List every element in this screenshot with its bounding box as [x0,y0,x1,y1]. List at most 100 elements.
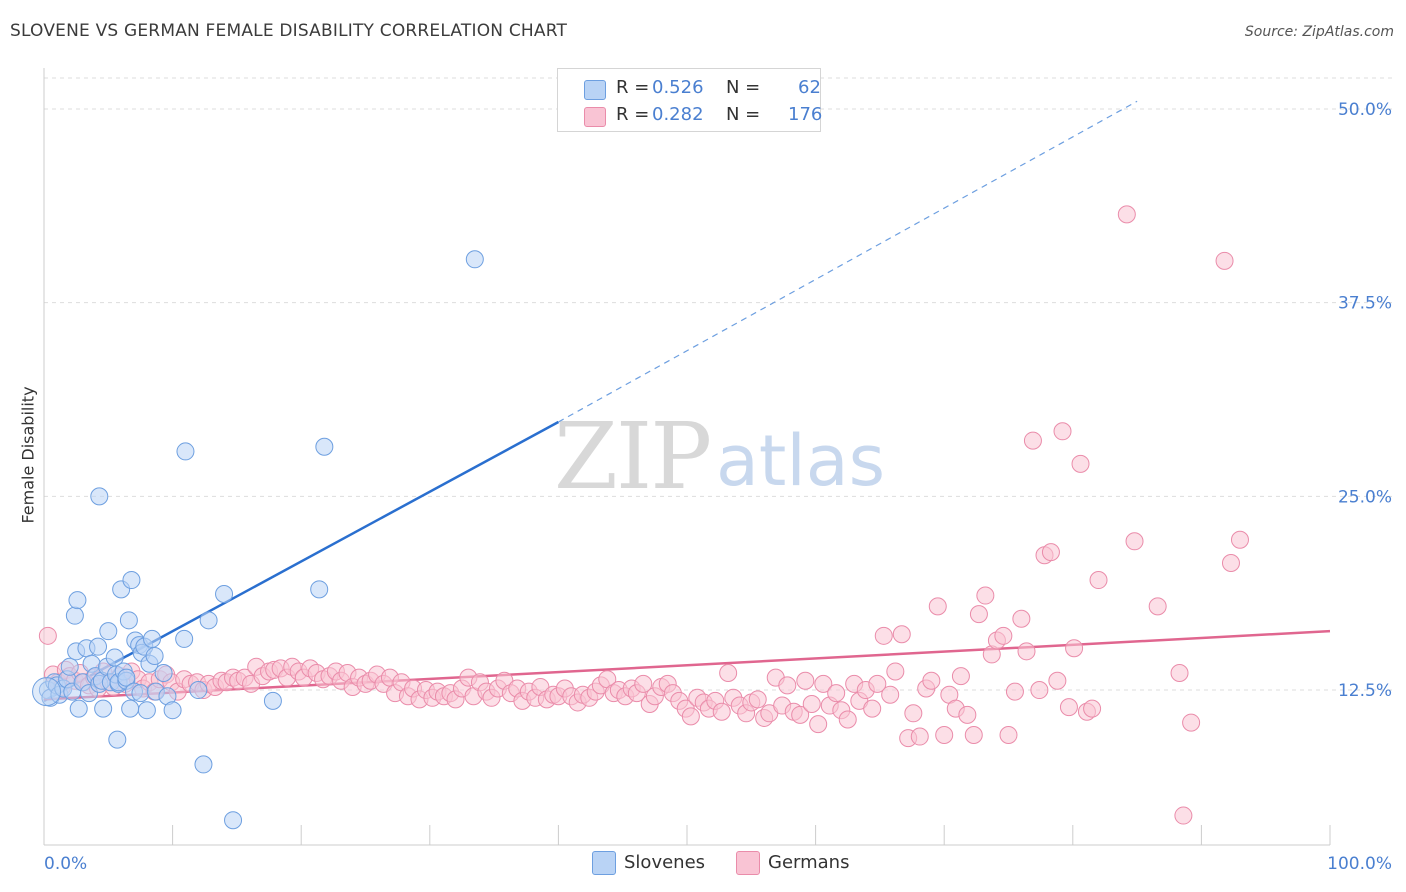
point-germans [922,671,941,690]
point-germans [681,707,700,726]
point-germans [994,626,1013,645]
y-tick-label: 25.0% [1338,487,1392,507]
source-credit: Source: ZipAtlas.com [1244,24,1394,40]
point-slovenes [121,699,140,718]
point-germans [1089,571,1108,590]
point-slovenes [194,755,213,774]
point-slovenes [224,811,243,830]
trend-line-slovenes [43,420,559,702]
point-germans [1182,713,1201,732]
point-germans [1170,664,1189,683]
point-slovenes [143,629,162,648]
point-germans [748,690,767,709]
trend-lines [43,100,1331,702]
legend-swatch-slovenes [584,80,606,100]
point-germans [809,715,828,734]
gridlines [44,77,1392,691]
bottom-legend-swatch-slovenes [592,851,616,875]
point-germans [874,626,893,645]
point-germans [1071,454,1090,473]
point-slovenes [68,591,87,610]
point-germans [1215,251,1234,270]
point-germans [1125,532,1144,551]
point-germans [38,626,57,645]
legend-swatch-germans [584,107,606,127]
point-germans [1005,682,1024,701]
point-germans [886,662,905,681]
point-germans [976,586,995,605]
point-slovenes [154,664,173,683]
point-germans [719,664,738,683]
point-germans [1059,698,1078,717]
point-germans [1041,543,1060,562]
legend-n-label: N = [726,77,761,98]
point-germans [999,725,1018,744]
point-germans [1083,699,1102,718]
legend-n-value: 176 [788,104,823,125]
point-germans [868,674,887,693]
point-germans [935,725,954,744]
point-germans [881,685,900,704]
point-slovenes [145,646,164,665]
point-slovenes [137,701,156,720]
point-germans [802,694,821,713]
point-slovenes [119,611,138,630]
point-slovenes [65,606,84,625]
point-germans [904,704,923,723]
point-slovenes [465,250,484,269]
bottom-legend-label: Germans [768,852,850,873]
stats-legend: R = 0.526 N = 62 R = 0.282 N = 176 [557,68,823,132]
point-slovenes [163,701,182,720]
point-germans [1148,597,1167,616]
bottom-legend-swatch-germans [736,851,760,875]
tick-labels: 12.5% 25.0% 37.5% 50.0% 0.0% 100.0% [44,100,1392,874]
point-slovenes [108,730,127,749]
x-tick-label: 100.0% [1327,854,1392,874]
point-germans [838,710,857,729]
watermark-atlas: atlas [716,420,886,502]
point-germans [1230,530,1249,549]
x-tick-label: 0.0% [44,854,87,874]
point-germans [892,625,911,644]
point-slovenes [94,699,113,718]
legend-r-label: R = [616,77,650,98]
chart-title: SLOVENE VS GERMAN FEMALE DISABILITY CORR… [10,21,568,41]
point-slovenes [89,637,108,656]
legend-r-label: R = [616,104,650,125]
point-germans [778,676,797,695]
y-tick-label: 37.5% [1338,294,1392,314]
bottom-legend-label: Slovenes [624,852,706,873]
watermark-zip: ZIP [554,403,712,510]
point-germans [796,671,815,690]
point-slovenes [122,571,141,590]
point-germans [1012,609,1031,628]
point-germans [827,684,846,703]
point-germans [1030,681,1049,700]
point-germans [712,702,731,721]
point-germans [1174,806,1193,825]
legend-r-value: 0.526 [652,77,704,98]
point-germans [634,674,653,693]
point-germans [1053,422,1072,441]
point-slovenes [263,691,282,710]
point-germans [928,597,947,616]
y-tick-label: 50.0% [1338,100,1392,120]
point-germans [791,705,810,724]
data-points [32,205,1249,830]
legend-r-value: 0.282 [652,104,704,125]
legend-n-label: N = [726,104,761,125]
point-slovenes [215,584,234,603]
point-germans [814,674,833,693]
point-slovenes [189,681,208,700]
point-slovenes [90,487,109,506]
axes [43,68,1331,846]
point-slovenes [117,668,136,687]
point-slovenes [69,699,88,718]
point-slovenes [176,442,195,461]
trend-extension-slovenes [558,100,1138,423]
y-tick-label: 12.5% [1338,681,1392,701]
point-germans [958,705,977,724]
point-slovenes [32,677,62,707]
point-germans [969,605,988,624]
point-slovenes [60,657,79,676]
